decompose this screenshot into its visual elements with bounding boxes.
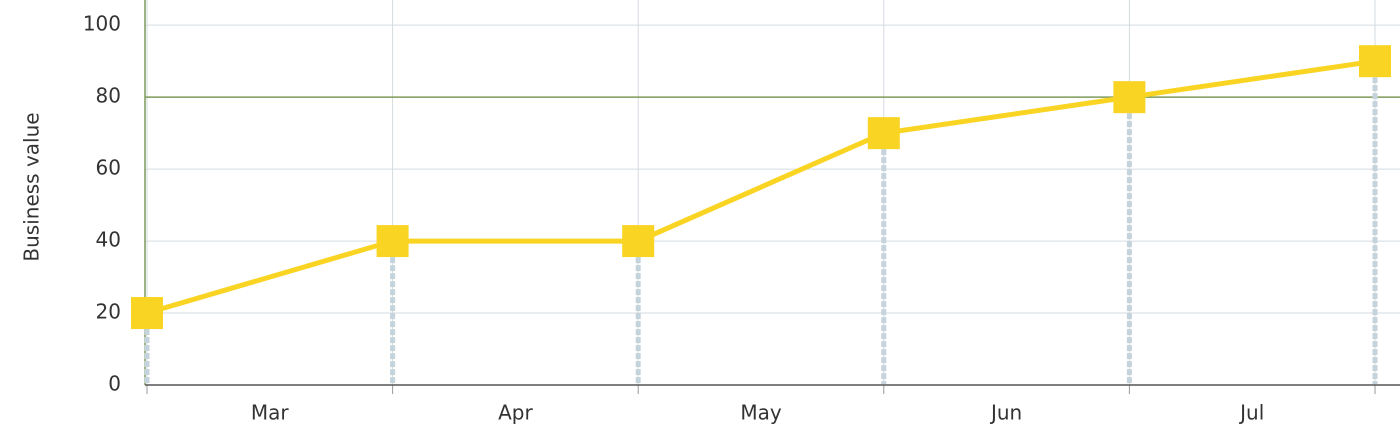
point-marker [622,225,655,258]
point-marker [867,117,900,150]
y-tick-label: 40 [96,228,121,252]
x-tick-label: Mar [251,401,290,425]
point-marker [1359,45,1391,78]
y-tick-label: 20 [96,300,121,324]
y-tick-label: 80 [96,84,121,108]
x-tick-label: May [740,401,782,425]
point-marker [1113,81,1146,114]
x-tick-label: Jul [1238,401,1264,425]
y-axis-label: Business value [20,112,44,261]
point-marker [131,297,163,330]
point-marker [376,225,409,258]
y-tick-label: 60 [96,156,121,180]
y-tick-label: 0 [108,372,121,396]
y-tick-label: 100 [83,12,121,36]
x-tick-label: Jun [989,401,1022,425]
x-tick-label: Apr [498,401,533,425]
series-line [146,58,1376,316]
